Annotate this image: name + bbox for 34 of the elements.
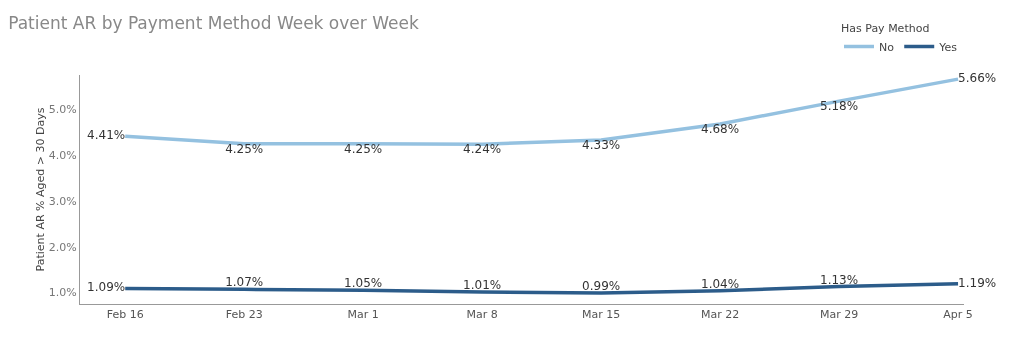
data-label: 4.33% (582, 138, 621, 153)
x-tick-label: Mar 1 (347, 308, 379, 322)
data-label: 4.24% (463, 142, 502, 157)
legend-label: No (879, 40, 895, 54)
data-label: 4.25% (225, 141, 264, 156)
x-tick-label: Mar 22 (700, 308, 740, 322)
x-tick-label: Feb 16 (106, 308, 144, 322)
legend-label: Yes (938, 40, 958, 54)
x-tick-label: Apr 5 (943, 308, 973, 322)
y-axis-title: Patient AR % Aged > 30 Days (33, 107, 47, 272)
data-label: 4.68% (701, 122, 740, 137)
data-label: 4.41% (87, 128, 126, 143)
x-tick-label: Mar 8 (466, 308, 498, 322)
chart-title: Patient AR by Payment Method Week over Week (8, 13, 419, 34)
data-label: 1.05% (344, 276, 383, 291)
data-label: 5.66% (958, 71, 997, 86)
data-label: 0.99% (582, 279, 621, 294)
x-tick-label: Feb 23 (225, 308, 263, 322)
y-tick-label: 3.0% (48, 194, 77, 208)
y-tick-label: 5.0% (48, 103, 77, 117)
data-label: 4.25% (344, 141, 383, 156)
data-label: 1.19% (958, 275, 997, 290)
data-label: 1.01% (463, 278, 502, 293)
data-label: 1.04% (701, 276, 740, 291)
data-label: 1.13% (820, 272, 859, 287)
x-tick-label: Mar 29 (819, 308, 859, 322)
y-tick-label: 4.0% (48, 149, 77, 162)
y-tick-label: 2.0% (48, 240, 77, 254)
x-tick-label: Mar 15 (581, 308, 621, 322)
data-label: 1.07% (225, 275, 264, 290)
y-tick-label: 1.0% (48, 286, 77, 300)
legend-title: Has Pay Method (841, 22, 930, 36)
data-label: 5.18% (820, 99, 859, 114)
data-label: 1.09% (87, 280, 126, 295)
